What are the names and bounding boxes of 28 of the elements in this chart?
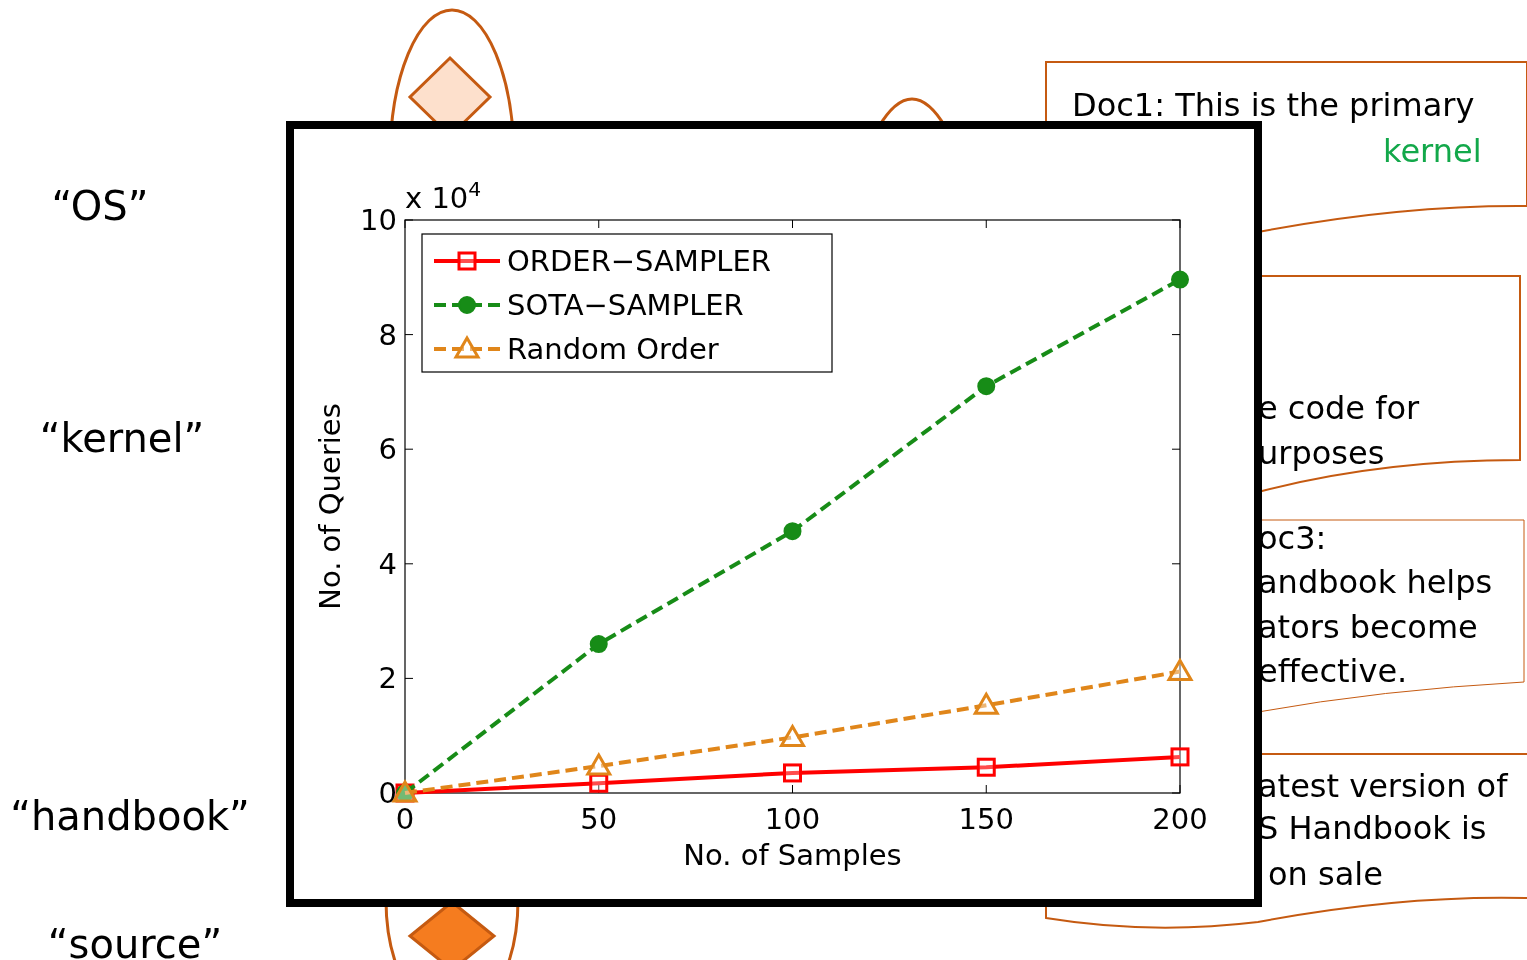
text: effective.	[1258, 652, 1408, 690]
x-tick-label: 150	[958, 802, 1014, 836]
y-tick-label: 10	[360, 203, 397, 237]
x-tick-label: 200	[1152, 802, 1208, 836]
text: urposes	[1258, 434, 1385, 472]
text: x 10$^{4}$	[405, 177, 482, 215]
text: andbook helps	[1258, 563, 1493, 601]
text: ators become	[1258, 608, 1478, 646]
y-tick-label: 4	[378, 546, 397, 581]
y-tick-label: 0	[378, 776, 397, 810]
text: on sale	[1268, 855, 1383, 893]
text: kernel	[1383, 132, 1482, 170]
legend-label: ORDER−SAMPLER	[507, 244, 772, 278]
text: “source”	[47, 921, 223, 960]
x-tick-label: 50	[580, 802, 618, 836]
text: Doc1: This is the primary	[1072, 86, 1475, 124]
text: atest version of	[1258, 767, 1509, 805]
legend-label: Random Order	[507, 332, 719, 366]
y-tick-label: 2	[378, 661, 397, 696]
text: “handbook”	[10, 793, 250, 839]
y-tick-label: 8	[378, 317, 397, 352]
y-axis-title: No. of Queries	[313, 403, 347, 610]
text: “kernel”	[39, 415, 205, 461]
x-axis-title: No. of Samples	[683, 838, 902, 872]
text: “OS”	[51, 183, 149, 229]
x-tick-label: 100	[764, 802, 821, 836]
y-tick-label: 6	[378, 432, 397, 467]
legend-label: SOTA−SAMPLER	[507, 288, 744, 322]
